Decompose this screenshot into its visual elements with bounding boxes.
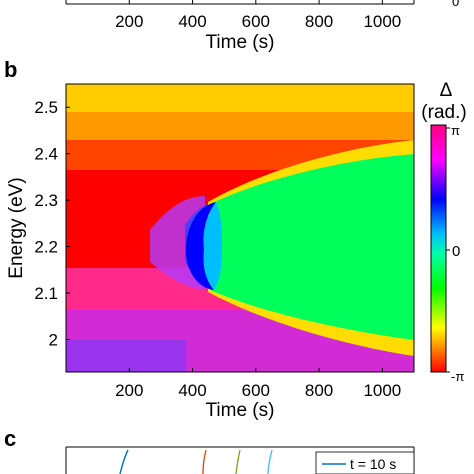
heatmap-ytick-label: 2 xyxy=(49,330,58,349)
heatmap-bottom-left-purple xyxy=(66,340,186,372)
panel-c-line-4 xyxy=(267,449,273,474)
colorbar-tick-label-zero: 0 xyxy=(452,243,460,260)
heatmap-ytick-label: 2.4 xyxy=(34,145,58,164)
colorbar xyxy=(430,124,447,373)
heatmap-top-yellow xyxy=(66,84,414,112)
heatmap-xlabel: Time (s) xyxy=(206,400,275,421)
panel-c-legend xyxy=(315,451,415,474)
top-panel-xtick-label: 1000 xyxy=(363,12,401,31)
heatmap-ytick-label: 2.5 xyxy=(34,98,58,117)
panel-c-legend-label: t = 10 s xyxy=(350,456,396,472)
heatmap-ytick-label: 2.1 xyxy=(34,284,58,303)
heatmap-xtick-label: 1000 xyxy=(363,381,401,400)
heatmap-green-region xyxy=(210,154,414,340)
heatmap-xtick-label: 200 xyxy=(115,381,143,400)
panel-c-line-2 xyxy=(202,449,207,474)
panel-c-line-1 xyxy=(119,449,129,474)
top-panel-xtick-label: 600 xyxy=(242,12,270,31)
top-panel-xtick-label: 200 xyxy=(115,12,143,31)
top-panel-xtick-label: 800 xyxy=(305,12,333,31)
heatmap-xtick-label: 800 xyxy=(305,381,333,400)
heatmap-xtick-label: 400 xyxy=(178,381,206,400)
panel-label-b: b xyxy=(4,57,17,82)
colorbar-tick-label-pi: π xyxy=(451,123,460,138)
top-panel-xticks: 200 400 600 800 1000 xyxy=(115,0,401,31)
top-panel-xlabel: Time (s) xyxy=(206,32,275,53)
heatmap-xtick-label: 600 xyxy=(242,381,270,400)
heatmap-ytick-label: 2.2 xyxy=(34,238,58,257)
heatmap-blue-crescent xyxy=(186,202,216,290)
heatmap-cyan-crescent xyxy=(203,202,222,290)
colorbar-tick-label-neg-pi: -π xyxy=(451,369,464,384)
panel-c-line-3 xyxy=(235,449,241,474)
colorbar-symbol: Δ xyxy=(440,80,453,101)
heatmap-yticks: 2 2.1 2.2 2.3 2.4 2.5 xyxy=(34,98,70,349)
heatmap-plot-area xyxy=(66,84,414,372)
heatmap-frame xyxy=(65,83,415,373)
heatmap-xticks: 200 400 600 800 1000 xyxy=(115,368,401,400)
top-panel-partial: 0 200 400 600 800 1000 Time (s) xyxy=(65,0,459,53)
panel-c-partial: t = 10 s xyxy=(65,446,415,474)
panel-label-c: c xyxy=(4,426,16,451)
top-panel-corner-tick: 0 xyxy=(452,0,459,9)
colorbar-unit: (rad.) xyxy=(421,102,466,123)
heatmap-ytick-label: 2.3 xyxy=(34,191,58,210)
top-panel-xtick-label: 400 xyxy=(178,12,206,31)
heatmap-ylabel: Energy (eV) xyxy=(6,177,27,278)
